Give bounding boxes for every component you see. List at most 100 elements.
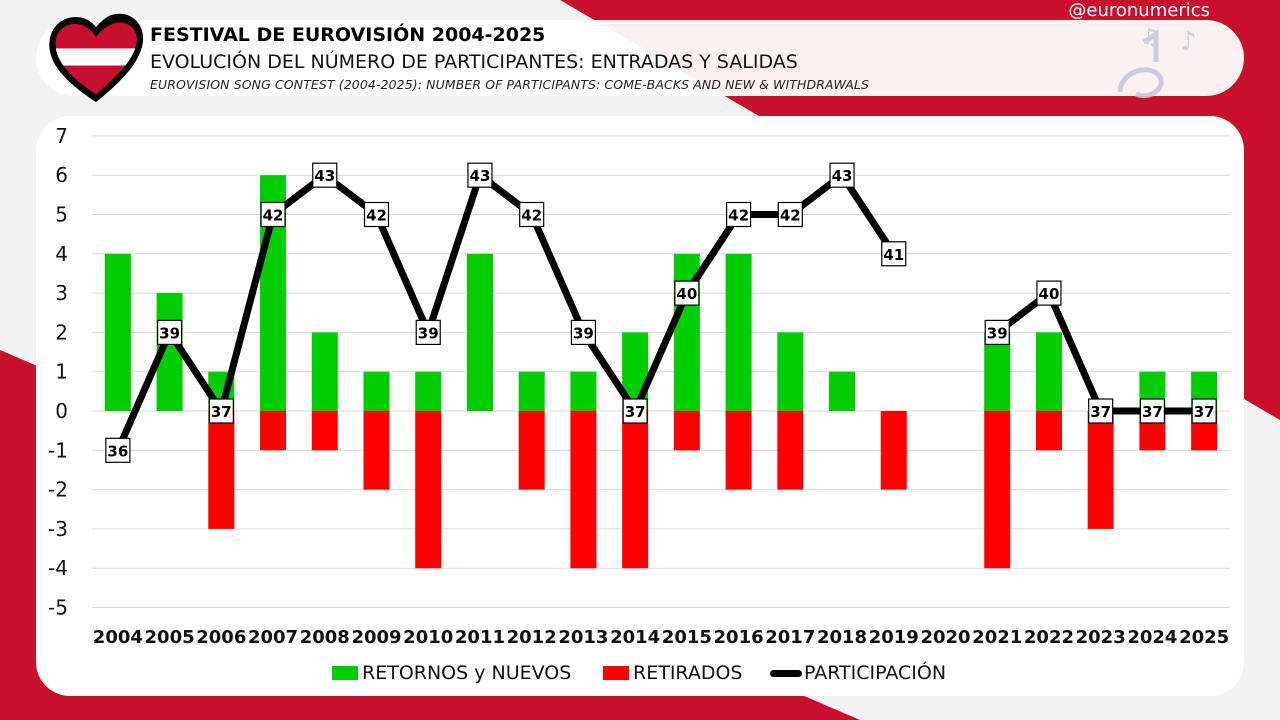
x-tick-label: 2012 xyxy=(507,627,557,648)
x-tick-label: 2011 xyxy=(455,627,505,648)
participation-data-label: 37 xyxy=(1194,403,1215,421)
legend-swatch-participation xyxy=(770,669,802,677)
participation-data-label: 41 xyxy=(883,246,904,264)
participation-label-box xyxy=(984,319,1010,345)
x-tick-label: 2023 xyxy=(1076,627,1126,648)
x-tick-label: 2013 xyxy=(558,627,608,648)
x-tick-label: 2019 xyxy=(869,627,919,648)
bar-withdrawals xyxy=(208,411,235,529)
bar-returns xyxy=(570,371,597,411)
x-tick-label: 2017 xyxy=(765,627,815,648)
chart-title: FESTIVAL DE EUROVISIÓN 2004-2025 xyxy=(150,24,546,46)
bar-withdrawals xyxy=(570,411,597,569)
participation-data-label: 39 xyxy=(573,324,594,342)
participation-label-box xyxy=(881,241,907,267)
participation-label-box xyxy=(570,319,597,345)
title-panel xyxy=(36,20,1244,96)
x-tick-label: 2018 xyxy=(817,627,867,648)
bar-returns xyxy=(466,253,493,411)
x-tick-label: 2004 xyxy=(93,627,143,648)
participation-data-label: 40 xyxy=(1039,285,1060,303)
y-tick-label: -1 xyxy=(48,438,68,462)
x-tick-label: 2007 xyxy=(248,627,298,648)
bar-withdrawals xyxy=(1087,411,1114,529)
participation-label-box xyxy=(467,162,493,188)
participation-data-label: 40 xyxy=(676,285,697,303)
chart-subtitle: EVOLUCIÓN DEL NÚMERO DE PARTICIPANTES: E… xyxy=(150,51,798,73)
bar-returns xyxy=(104,253,131,411)
y-tick-label: 0 xyxy=(55,399,68,423)
participation-label-box xyxy=(829,162,855,188)
y-tick-label: -4 xyxy=(48,556,68,580)
y-tick-label: 5 xyxy=(55,203,68,227)
bar-withdrawals xyxy=(622,411,649,569)
participation-label-box xyxy=(1191,398,1217,424)
bar-withdrawals xyxy=(777,411,804,490)
bar-withdrawals xyxy=(415,411,442,569)
participation-data-label: 39 xyxy=(418,324,439,342)
participation-line xyxy=(114,171,898,454)
y-tick-label: -3 xyxy=(48,517,68,541)
participation-label-box xyxy=(1036,280,1062,306)
participation-label-box xyxy=(312,162,338,188)
bar-withdrawals xyxy=(363,411,390,490)
x-tick-label: 2006 xyxy=(196,627,246,648)
participation-label-box xyxy=(622,398,648,424)
participation-data-label: 43 xyxy=(314,167,335,185)
participation-data-label: 42 xyxy=(263,207,284,225)
bar-withdrawals xyxy=(725,411,752,490)
y-tick-label: 3 xyxy=(55,281,68,305)
legend-swatch-withdrawals xyxy=(603,666,629,680)
legend-item-withdrawals: RETIRADOS xyxy=(603,660,743,686)
x-tick-label: 2020 xyxy=(920,627,970,648)
legend-swatch-returns xyxy=(332,666,358,680)
participation-label-box xyxy=(415,319,441,345)
bar-withdrawals xyxy=(673,411,700,451)
y-tick-label: -2 xyxy=(48,478,68,502)
x-tick-label: 2015 xyxy=(662,627,712,648)
participation-label-box xyxy=(105,437,131,463)
bar-returns xyxy=(777,332,804,411)
x-tick-label: 2005 xyxy=(145,627,195,648)
participation-data-label: 37 xyxy=(1142,403,1163,421)
legend-label-returns: RETORNOS y NUEVOS xyxy=(362,662,572,684)
participation-data-label: 43 xyxy=(832,167,853,185)
svg-text:♪: ♪ xyxy=(1180,27,1197,57)
bar-returns xyxy=(363,371,390,411)
participation-label-box xyxy=(1088,398,1114,424)
participation-data-label: 39 xyxy=(987,324,1008,342)
x-tick-label: 2024 xyxy=(1127,627,1177,648)
heart-flag-logo xyxy=(49,13,144,103)
participation-data-label: 42 xyxy=(521,207,542,225)
participation-data-label: 39 xyxy=(159,324,180,342)
legend-item-participation: PARTICIPACIÓN xyxy=(770,660,946,686)
x-tick-label: 2008 xyxy=(300,627,350,648)
x-tick-label: 2022 xyxy=(1024,627,1074,648)
bar-withdrawals xyxy=(518,411,545,490)
chart-subtitle-english: EUROVISION SONG CONTEST (2004-2025): NUM… xyxy=(150,77,870,92)
bar-withdrawals xyxy=(1035,411,1062,451)
participation-label-box xyxy=(260,201,286,228)
participation-data-label: 43 xyxy=(470,167,491,185)
legend-item-returns: RETORNOS y NUEVOS xyxy=(332,660,571,686)
bar-returns xyxy=(1035,332,1062,411)
participation-data-label: 37 xyxy=(211,403,232,421)
bar-returns xyxy=(311,332,338,411)
x-tick-label: 2009 xyxy=(351,627,401,648)
participation-label-box xyxy=(1139,398,1166,424)
participation-label-box xyxy=(725,201,752,228)
x-tick-label: 2010 xyxy=(403,627,453,648)
bar-withdrawals xyxy=(311,411,338,451)
music-notes-icon: ♪ ♫ xyxy=(1117,25,1197,98)
participation-label-box xyxy=(777,201,803,228)
participation-label-box xyxy=(208,398,234,424)
participation-label-box xyxy=(674,280,700,306)
participation-data-label: 42 xyxy=(780,207,801,225)
participation-data-label: 42 xyxy=(728,207,749,225)
bar-withdrawals xyxy=(984,411,1011,569)
y-tick-label: 1 xyxy=(55,360,68,384)
participation-line xyxy=(993,289,1208,415)
bar-returns xyxy=(829,371,856,411)
y-tick-label: 4 xyxy=(55,242,68,266)
bar-withdrawals xyxy=(260,411,287,451)
